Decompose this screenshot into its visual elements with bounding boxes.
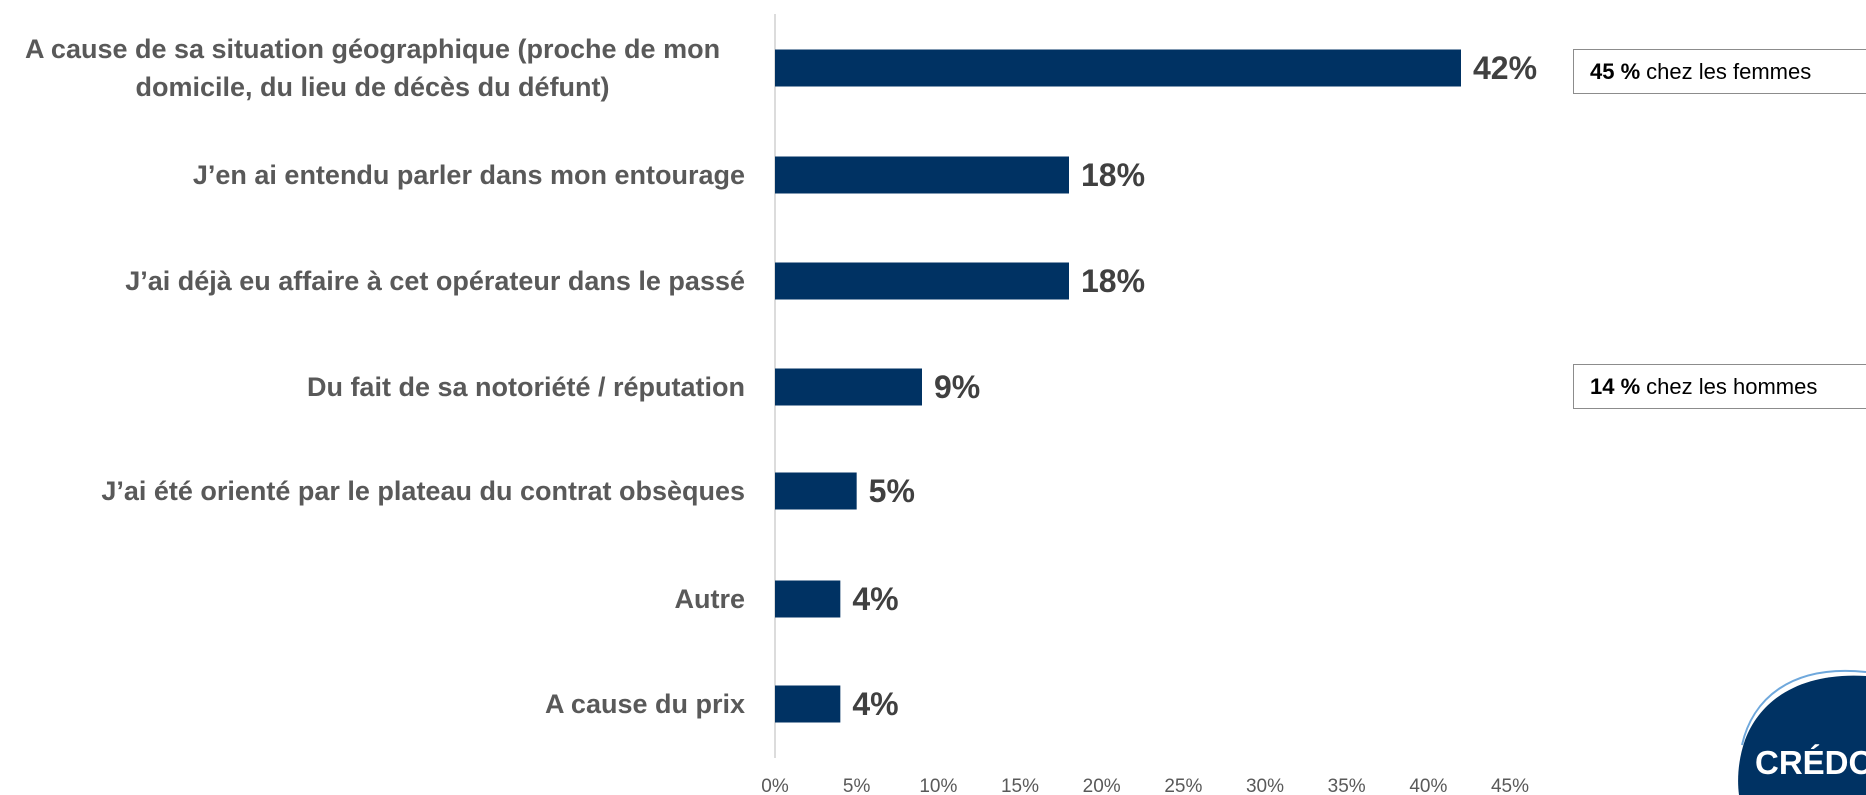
value-label: 4%	[852, 686, 898, 722]
annotation-text: chez les hommes	[1646, 374, 1818, 399]
annotation-value: 45 %	[1590, 59, 1641, 84]
value-label: 18%	[1081, 157, 1145, 193]
x-tick-label: 45%	[1491, 776, 1529, 795]
value-label: 4%	[852, 581, 898, 617]
x-tick-label: 15%	[1001, 776, 1039, 795]
category-label: A cause du prix	[544, 689, 745, 719]
logo-text: CRÉDOC	[1755, 744, 1866, 781]
x-tick-label: 35%	[1328, 776, 1366, 795]
value-label: 42%	[1473, 50, 1537, 86]
category-label: Autre	[674, 584, 745, 614]
bar	[775, 156, 1069, 194]
x-tick-label: 0%	[761, 776, 789, 795]
bar	[775, 685, 841, 723]
category-label: J’ai déjà eu affaire à cet opérateur dan…	[125, 266, 745, 296]
annotation-value: 14 %	[1590, 374, 1641, 399]
value-label: 5%	[869, 473, 915, 509]
annotation-box: 14 % chez les hommes	[1573, 364, 1866, 409]
category-label: A cause de sa situation géographique (pr…	[24, 34, 721, 102]
category-label: J’ai été orienté par le plateau du contr…	[101, 476, 745, 506]
category-label: Du fait de sa notoriété / réputation	[306, 372, 745, 402]
category-label: J’en ai entendu parler dans mon entourag…	[192, 160, 745, 190]
bar	[775, 472, 857, 510]
x-tick-label: 30%	[1246, 776, 1284, 795]
x-tick-label: 5%	[843, 776, 871, 795]
logo-shape	[1738, 675, 1866, 795]
x-tick-label: 10%	[919, 776, 957, 795]
bar	[775, 49, 1461, 87]
x-tick-label: 40%	[1409, 776, 1447, 795]
bar	[775, 368, 922, 406]
value-label: 9%	[934, 369, 980, 405]
bar	[775, 580, 841, 618]
logo-arc	[1741, 669, 1866, 746]
annotation-text: chez les femmes	[1646, 59, 1812, 84]
x-tick-label: 25%	[1164, 776, 1202, 795]
bar	[775, 262, 1069, 300]
annotation-box: 45 % chez les femmes	[1573, 49, 1866, 94]
value-label: 18%	[1081, 263, 1145, 299]
x-tick-label: 20%	[1083, 776, 1121, 795]
